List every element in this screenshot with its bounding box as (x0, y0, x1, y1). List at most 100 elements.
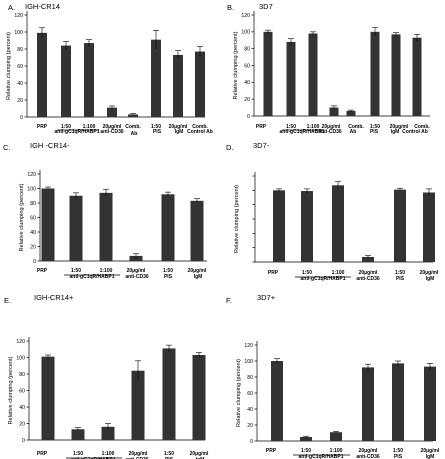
group-label: PIS (370, 129, 379, 135)
category-label: 1:100 (332, 270, 345, 276)
y-tick-label: 120 (14, 13, 23, 19)
category-label: 1:50 (61, 124, 71, 130)
group-label: IgM (426, 276, 435, 282)
bars (263, 27, 422, 117)
bar-20ug-ml (190, 200, 204, 261)
y-tick-label: 40 (17, 81, 23, 87)
y-tick-label: 60 (247, 391, 253, 397)
bar-20ug-ml (329, 107, 339, 116)
group-label: PIS (164, 274, 173, 280)
chart-f: F. 3D7+ 0 20 40 60 80 100 120 Relative clumping (… (226, 293, 440, 459)
bars (271, 358, 436, 441)
chart-d: D. 3D7- Relative clumping (percent) PRP 1:50… (226, 141, 439, 282)
category-label: 1:50 (163, 268, 173, 274)
y-tick-label: 0 (20, 115, 23, 121)
category-labels: PRP 1:50 1:100 20µg/ml 1:50 20µg/ml (268, 270, 439, 276)
bar-1-50 (300, 437, 312, 441)
y-axis-label: Relative clumping (percent) (8, 356, 14, 424)
y-tick-label: 60 (17, 64, 23, 70)
category-label: 1:50 (164, 451, 174, 457)
y-axis-label: Relative clumping (percent) (6, 32, 12, 100)
category-label: 20µg/ml (359, 448, 378, 454)
category-label: 1:50 (71, 268, 81, 274)
panel-f: F. 3D7+ 0 20 40 60 80 100 120 Relative clumping (… (223, 291, 445, 459)
y-tick-label: 80 (244, 46, 250, 52)
category-label: Comb. (125, 124, 141, 130)
y-tick-label: 80 (19, 372, 25, 378)
category-label: 20µg/ml (127, 268, 146, 274)
bar-20ug-ml (362, 367, 374, 441)
bar-1-50 (61, 45, 71, 117)
group-label: IgM (391, 129, 400, 135)
axes: 0 20 40 60 80 100 120 (241, 11, 430, 120)
group-label: PIS (153, 129, 162, 135)
y-tick-label: 0 (250, 439, 253, 445)
category-label: PRP (37, 124, 48, 130)
category-label: 20µg/ml (420, 270, 439, 276)
y-tick-label: 0 (22, 438, 25, 444)
category-labels: PRP 1:50 1:100 20µg/ml Comb. 1:50 20µg/ml Comb. (256, 124, 431, 130)
bar-1-50 (394, 189, 406, 262)
chart-title: IGH-CR14+ (34, 293, 74, 302)
group-label: PIS (165, 457, 174, 459)
bar-1-100 (330, 432, 342, 441)
bar-1-50 (370, 31, 380, 116)
chart-title: 3D7- (253, 141, 270, 150)
category-label: 1:50 (393, 448, 403, 454)
group-label: Ab (131, 131, 138, 137)
y-tick-label: 60 (19, 388, 25, 394)
bar-prp (41, 188, 55, 261)
category-label: Comb. (192, 124, 208, 130)
group-label: anti-gC1qR/HABP1 (279, 129, 324, 135)
category-label: 20µg/ml (390, 124, 409, 130)
bar-prp (271, 361, 283, 441)
bar-1-50 (71, 429, 85, 440)
y-tick-label: 20 (244, 97, 250, 103)
category-label: PRP (256, 124, 267, 130)
category-label: 20µg/ml (190, 451, 209, 457)
y-tick-label: 120 (16, 339, 25, 345)
bar-20ug-ml (129, 255, 143, 261)
y-tick-label: 100 (241, 30, 250, 36)
group-label: Control Ab (402, 129, 428, 135)
bar-1-50 (286, 41, 296, 116)
group-label: Control Ab (187, 129, 213, 135)
panel-d: D. 3D7- Relative clumping (percent) PRP 1:50… (223, 140, 445, 290)
category-label: PRP (268, 270, 279, 276)
bar-20ug-ml (131, 370, 145, 440)
chart-a: A. IGH-CR14 0 20 40 60 80 100 120 Relative clumpi… (6, 2, 213, 137)
category-label: 1:50 (302, 270, 312, 276)
category-label: 1:100 (102, 451, 115, 457)
bar-1-50 (161, 194, 175, 261)
y-tick-label: 40 (247, 407, 253, 413)
panel-label: B. (227, 3, 234, 12)
y-tick-label: 40 (30, 230, 36, 236)
bar-1-100 (308, 33, 318, 117)
chart-title: IGH-CR14 (25, 2, 60, 11)
bar-comb (128, 114, 138, 117)
group-label: IgM (196, 457, 205, 459)
group-label: anti-CD36 (356, 276, 380, 282)
bar-1-50 (301, 191, 313, 262)
bar-20ug-ml (362, 256, 374, 262)
panel-label: E. (4, 296, 11, 305)
group-label: IgM (175, 129, 184, 135)
y-tick-label: 100 (14, 30, 23, 36)
panel-e: E. IGH-CR14+ 0 20 40 60 80 100 120 Relative clump… (0, 291, 222, 459)
bar-1-100 (99, 192, 113, 261)
category-label: Comb. (348, 124, 364, 130)
panel-label: C. (3, 143, 11, 152)
bars (41, 344, 206, 440)
y-tick-label: 100 (27, 186, 36, 192)
group-label: anti-gC1qR/HABP1 (69, 274, 114, 280)
y-tick-label: 60 (244, 63, 250, 69)
bar-prp (37, 32, 47, 117)
bar-comb (346, 110, 356, 116)
category-label: 20µg/ml (421, 448, 440, 454)
panel-a: A. IGH-CR14 0 20 40 60 80 100 120 Relative clumpi… (0, 0, 222, 150)
chart-e: E. IGH-CR14+ 0 20 40 60 80 100 120 Relative clump… (4, 293, 209, 459)
category-labels: PRP 1:50 1:100 20µg/ml 1:50 20µg/ml (37, 451, 209, 457)
